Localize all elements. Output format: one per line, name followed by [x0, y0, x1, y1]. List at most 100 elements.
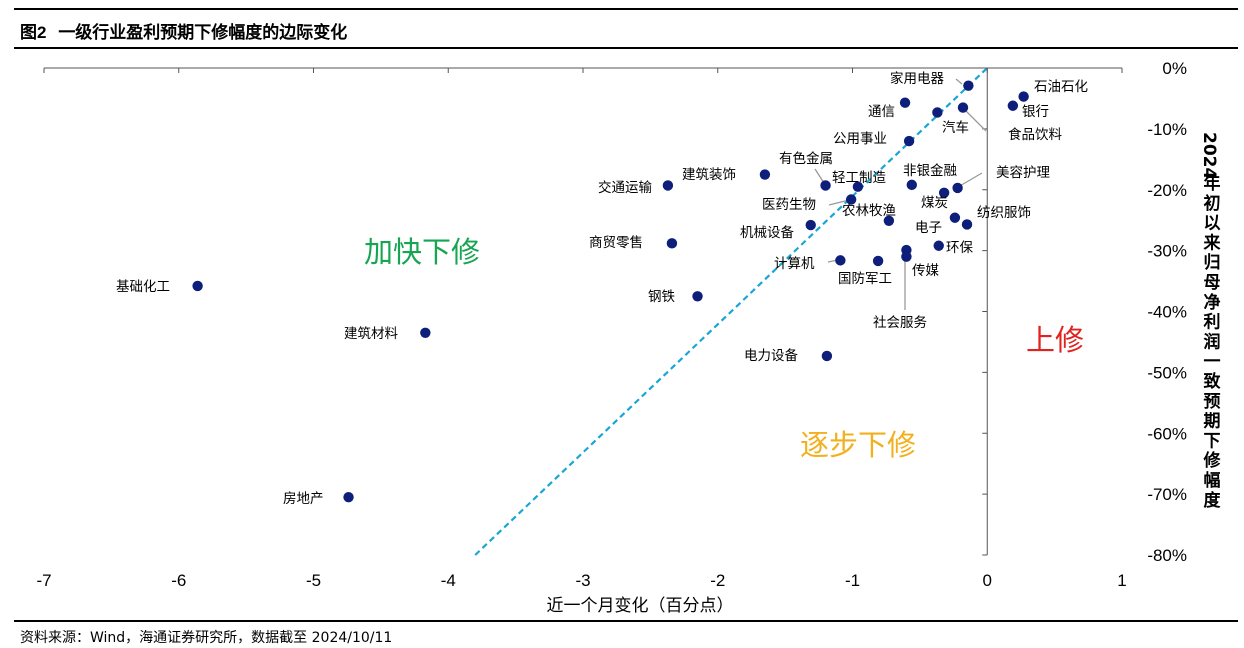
scatter-point	[901, 251, 912, 262]
source-note: 资料来源：Wind，海通证券研究所，数据截至 2024/10/11	[20, 630, 393, 646]
label-leader-line	[964, 109, 987, 132]
y-axis-title-part: 初	[1204, 193, 1221, 214]
point-label: 非银金融	[903, 163, 957, 179]
scatter-point	[961, 219, 973, 230]
y-axis-title-part: 度	[1204, 490, 1222, 511]
x-tick-label: -5	[306, 571, 321, 590]
scatter-point	[420, 327, 431, 339]
scatter-point	[899, 97, 911, 108]
point-label: 石油石化	[1034, 79, 1088, 95]
point-label: 基础化工	[116, 278, 170, 295]
y-axis-title-part: 下	[1204, 431, 1221, 451]
x-tick-label: -1	[845, 571, 860, 590]
scatter-point	[666, 238, 678, 249]
point-label: 轻工制造	[832, 170, 886, 186]
scatter-point	[1018, 91, 1029, 102]
x-tick-label: -7	[36, 571, 51, 590]
label-leader-line	[957, 172, 983, 188]
point-label: 公用事业	[833, 131, 887, 147]
scatter-point	[932, 107, 943, 118]
scatter-point	[343, 491, 354, 503]
y-axis-title-part: 2024	[1199, 132, 1219, 179]
point-label: 房地产	[283, 491, 324, 507]
y-axis-title-part: 修	[1203, 450, 1222, 471]
scatter-point	[949, 212, 961, 223]
point-label: 电子	[915, 220, 942, 236]
point-label: 计算机	[774, 256, 815, 272]
point-label: 环保	[946, 240, 974, 256]
scatter-point	[662, 180, 674, 191]
y-axis-title-part: 预	[1204, 392, 1221, 412]
zone-label-up: 上修	[1026, 323, 1084, 357]
x-tick-label: 0	[983, 571, 992, 590]
bottom-rule	[14, 620, 1238, 622]
point-label: 家用电器	[890, 70, 944, 87]
point-label: 通信	[868, 104, 895, 120]
y-axis-title-part: 年	[1204, 173, 1221, 194]
scatter-point	[759, 169, 771, 180]
scatter-point	[901, 244, 912, 256]
figure-title: 图2 一级行业盈利预期下修幅度的边际变化	[20, 23, 348, 43]
point-label: 汽车	[942, 119, 969, 136]
scatter-point	[872, 255, 884, 267]
label-leader-line	[827, 259, 839, 263]
x-tick-label: 1	[1117, 571, 1126, 590]
point-label: 社会服务	[873, 315, 927, 331]
point-label: 建筑装饰	[682, 167, 736, 183]
point-label: 钢铁	[648, 289, 676, 305]
scatter-point	[883, 215, 895, 226]
y-axis-title-part: 以	[1204, 214, 1221, 234]
scatter-point	[957, 102, 969, 113]
scatter-point	[845, 194, 857, 205]
scatter-point	[933, 240, 944, 251]
point-label: 电力设备	[744, 347, 798, 364]
scatter-point	[692, 291, 703, 302]
point-label: 农林牧渔	[842, 203, 896, 219]
y-tick-label: -60%	[1147, 424, 1187, 443]
y-tick-label: -70%	[1147, 485, 1187, 504]
scatter-point	[952, 182, 963, 194]
scatter-point	[805, 219, 816, 231]
point-label: 有色金属	[779, 150, 833, 167]
x-tick-label: -2	[710, 571, 725, 590]
scatter-point	[906, 179, 917, 191]
scatter-point	[835, 255, 846, 266]
top-rule	[14, 8, 1238, 10]
scatter-point	[192, 280, 203, 292]
y-axis-title-part: 润	[1204, 331, 1221, 352]
x-axis-title: 近一个月变化（百分点）	[547, 596, 734, 616]
y-tick-label: -40%	[1147, 303, 1187, 322]
label-leader-line	[955, 78, 963, 85]
y-tick-label: 0%	[1162, 59, 1187, 78]
y-axis-title-part: 母	[1204, 273, 1221, 293]
y-tick-label: -80%	[1147, 546, 1187, 565]
y-tick-label: -30%	[1147, 242, 1187, 261]
point-label: 美容护理	[996, 164, 1050, 181]
y-axis-title-part: 净	[1204, 292, 1221, 313]
label-leader-line	[814, 168, 825, 184]
scatter-point	[963, 80, 974, 91]
title-rule	[14, 47, 1238, 49]
y-axis-title-part: 一	[1204, 352, 1221, 372]
diagonal-reference-line	[474, 67, 989, 556]
scatter-point	[821, 350, 833, 362]
y-axis-title-part: 归	[1204, 252, 1221, 273]
zone-label-step-down: 逐步下修	[800, 428, 916, 462]
scatter-point	[938, 187, 950, 198]
y-axis-title-part: 致	[1204, 371, 1222, 392]
scatter-point	[1007, 100, 1019, 111]
point-label: 煤炭	[921, 195, 948, 211]
point-label: 食品饮料	[1008, 126, 1062, 143]
point-label: 交通运输	[598, 179, 652, 196]
point-label: 传媒	[912, 263, 940, 279]
y-tick-label: -10%	[1147, 120, 1187, 139]
zone-label-fast-down: 加快下修	[364, 235, 480, 269]
scatter-point	[903, 135, 915, 147]
y-axis-title-part: 来	[1203, 232, 1222, 253]
y-axis-title-part: 利	[1204, 312, 1221, 333]
point-label: 国防军工	[838, 271, 892, 287]
scatter-point	[820, 180, 831, 191]
x-tick-label: -3	[575, 571, 590, 590]
scatter-point	[852, 181, 864, 192]
